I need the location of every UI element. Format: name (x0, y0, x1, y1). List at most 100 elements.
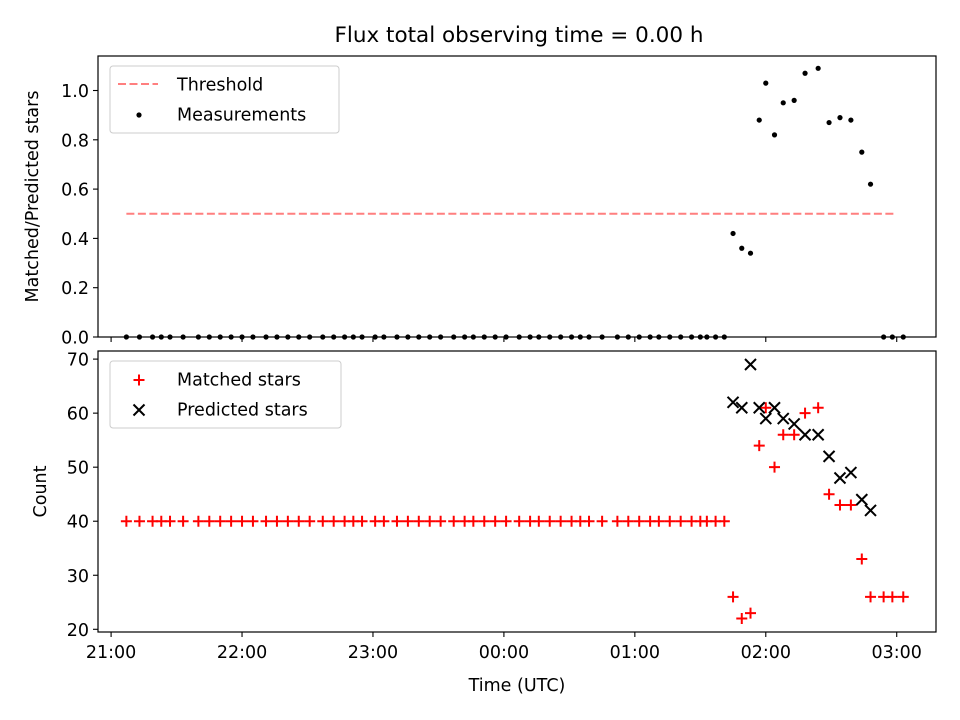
measurement-point (739, 245, 745, 251)
matched-star-point (164, 515, 176, 527)
predicted-star-point (864, 504, 877, 517)
matched-star-point (225, 515, 237, 527)
predicted-star-point (753, 401, 766, 414)
matched-star-point (718, 515, 730, 527)
matched-star-point (177, 515, 189, 527)
predicted-star-point (844, 466, 858, 479)
matched-star-point (745, 607, 757, 619)
matched-star-point (544, 515, 556, 527)
measurement-point (780, 100, 786, 106)
predicted-star-point (768, 401, 781, 414)
measurement-point (747, 250, 754, 256)
y-tick-label: 20 (67, 621, 89, 641)
measurement-point (826, 119, 832, 126)
measurement-point (848, 117, 854, 123)
bottom-chart: 20 30 40 50 60 70 Count 21:00 22:00 23:00 00:00 01:… (31, 350, 937, 696)
legend-predicted-swatch (132, 403, 146, 417)
matched-star-point (823, 488, 835, 500)
matched-star-point (611, 515, 623, 527)
predicted-star-point (822, 450, 836, 463)
y-tick-label: 50 (67, 459, 89, 479)
predicted-star-point (833, 471, 847, 485)
predicted-star-point (777, 412, 790, 425)
y-tick-label: 70 (67, 351, 89, 371)
matched-star-point (633, 515, 645, 527)
x-tick-label: 21:00 (86, 643, 136, 663)
matched-star-point (513, 515, 525, 527)
x-tick-label: 03:00 (872, 643, 922, 663)
matched-star-point (799, 407, 811, 419)
matched-star-point (467, 515, 479, 527)
matched-star-point (622, 515, 634, 527)
predicted-star-point (855, 493, 869, 506)
matched-star-point (304, 515, 316, 527)
matched-star-point (845, 499, 857, 511)
y-tick-label: 30 (67, 567, 89, 587)
predicted-star-point (759, 412, 772, 425)
matched-star-point (653, 515, 665, 527)
matched-star-point (424, 515, 436, 527)
matched-star-point (356, 515, 368, 527)
matched-star-point (736, 612, 748, 624)
matched-star-point (478, 515, 490, 527)
predicted-star-point (726, 396, 740, 409)
measurement-point (756, 117, 762, 123)
matched-star-point (435, 515, 447, 527)
matched-star-point (120, 515, 132, 527)
matched-star-point (317, 515, 329, 527)
matched-star-point (886, 591, 898, 603)
legend: Threshold Measurements (109, 65, 340, 134)
matched-star-point (133, 515, 145, 527)
measurement-point (815, 65, 821, 71)
matched-star-point (555, 515, 567, 527)
measurement-point (867, 181, 874, 187)
x-tick-label: 00:00 (479, 643, 529, 663)
measurement-point (859, 149, 865, 155)
legend-box (109, 65, 340, 134)
matched-star-point (834, 499, 846, 511)
y-tick-label: 1.0 (61, 82, 89, 102)
matched-star-point (192, 515, 204, 527)
y-axis-label: Count (31, 465, 51, 517)
matched-star-point (271, 515, 283, 527)
matched-star-point (500, 515, 512, 527)
legend-measurements-swatch (136, 112, 142, 118)
measurement-point (791, 97, 797, 103)
plot-frame (97, 55, 937, 338)
matched-star-point (856, 553, 868, 565)
matched-star-point (753, 440, 765, 452)
matched-star-point (533, 515, 545, 527)
matched-star-point (282, 515, 294, 527)
matched-star-point (236, 515, 248, 527)
matched-star-point (777, 429, 789, 441)
measurement-point (771, 132, 778, 138)
legend-matched-swatch (133, 374, 145, 386)
matched-star-point (378, 515, 390, 527)
y-tick-label: 0.8 (61, 131, 89, 151)
legend-box (109, 360, 342, 429)
predicted-star-point (735, 401, 748, 414)
matched-star-point (413, 515, 425, 527)
matched-star-point (293, 515, 305, 527)
legend-threshold-label: Threshold (176, 76, 263, 96)
figure-title: Flux total observing time = 0.00 h (335, 23, 704, 48)
x-tick-label: 02:00 (741, 643, 791, 663)
matched-star-point (769, 461, 781, 473)
top-chart: 0.0 0.2 0.4 0.6 0.8 1.0 Matched/Predicted star… (23, 55, 937, 349)
matched-star-point (897, 591, 909, 603)
matched-star-point (664, 515, 676, 527)
matched-star-point (596, 515, 608, 527)
matched-star-point (260, 515, 272, 527)
measurement-point (837, 115, 843, 121)
y-tick-label: 0.2 (61, 279, 89, 299)
matched-star-point (402, 515, 414, 527)
y-tick-label: 0.6 (61, 181, 89, 201)
x-axis-label: Time (UTC) (468, 676, 566, 696)
matched-star-point (675, 515, 687, 527)
measurement-point (730, 230, 736, 237)
matched-star-point (489, 515, 501, 527)
y-tick-label: 0.0 (61, 329, 89, 349)
predicted-star-point (744, 358, 757, 371)
matched-star-point (214, 515, 226, 527)
